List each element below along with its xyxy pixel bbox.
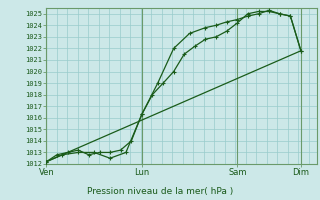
Text: Pression niveau de la mer( hPa ): Pression niveau de la mer( hPa ) — [87, 187, 233, 196]
